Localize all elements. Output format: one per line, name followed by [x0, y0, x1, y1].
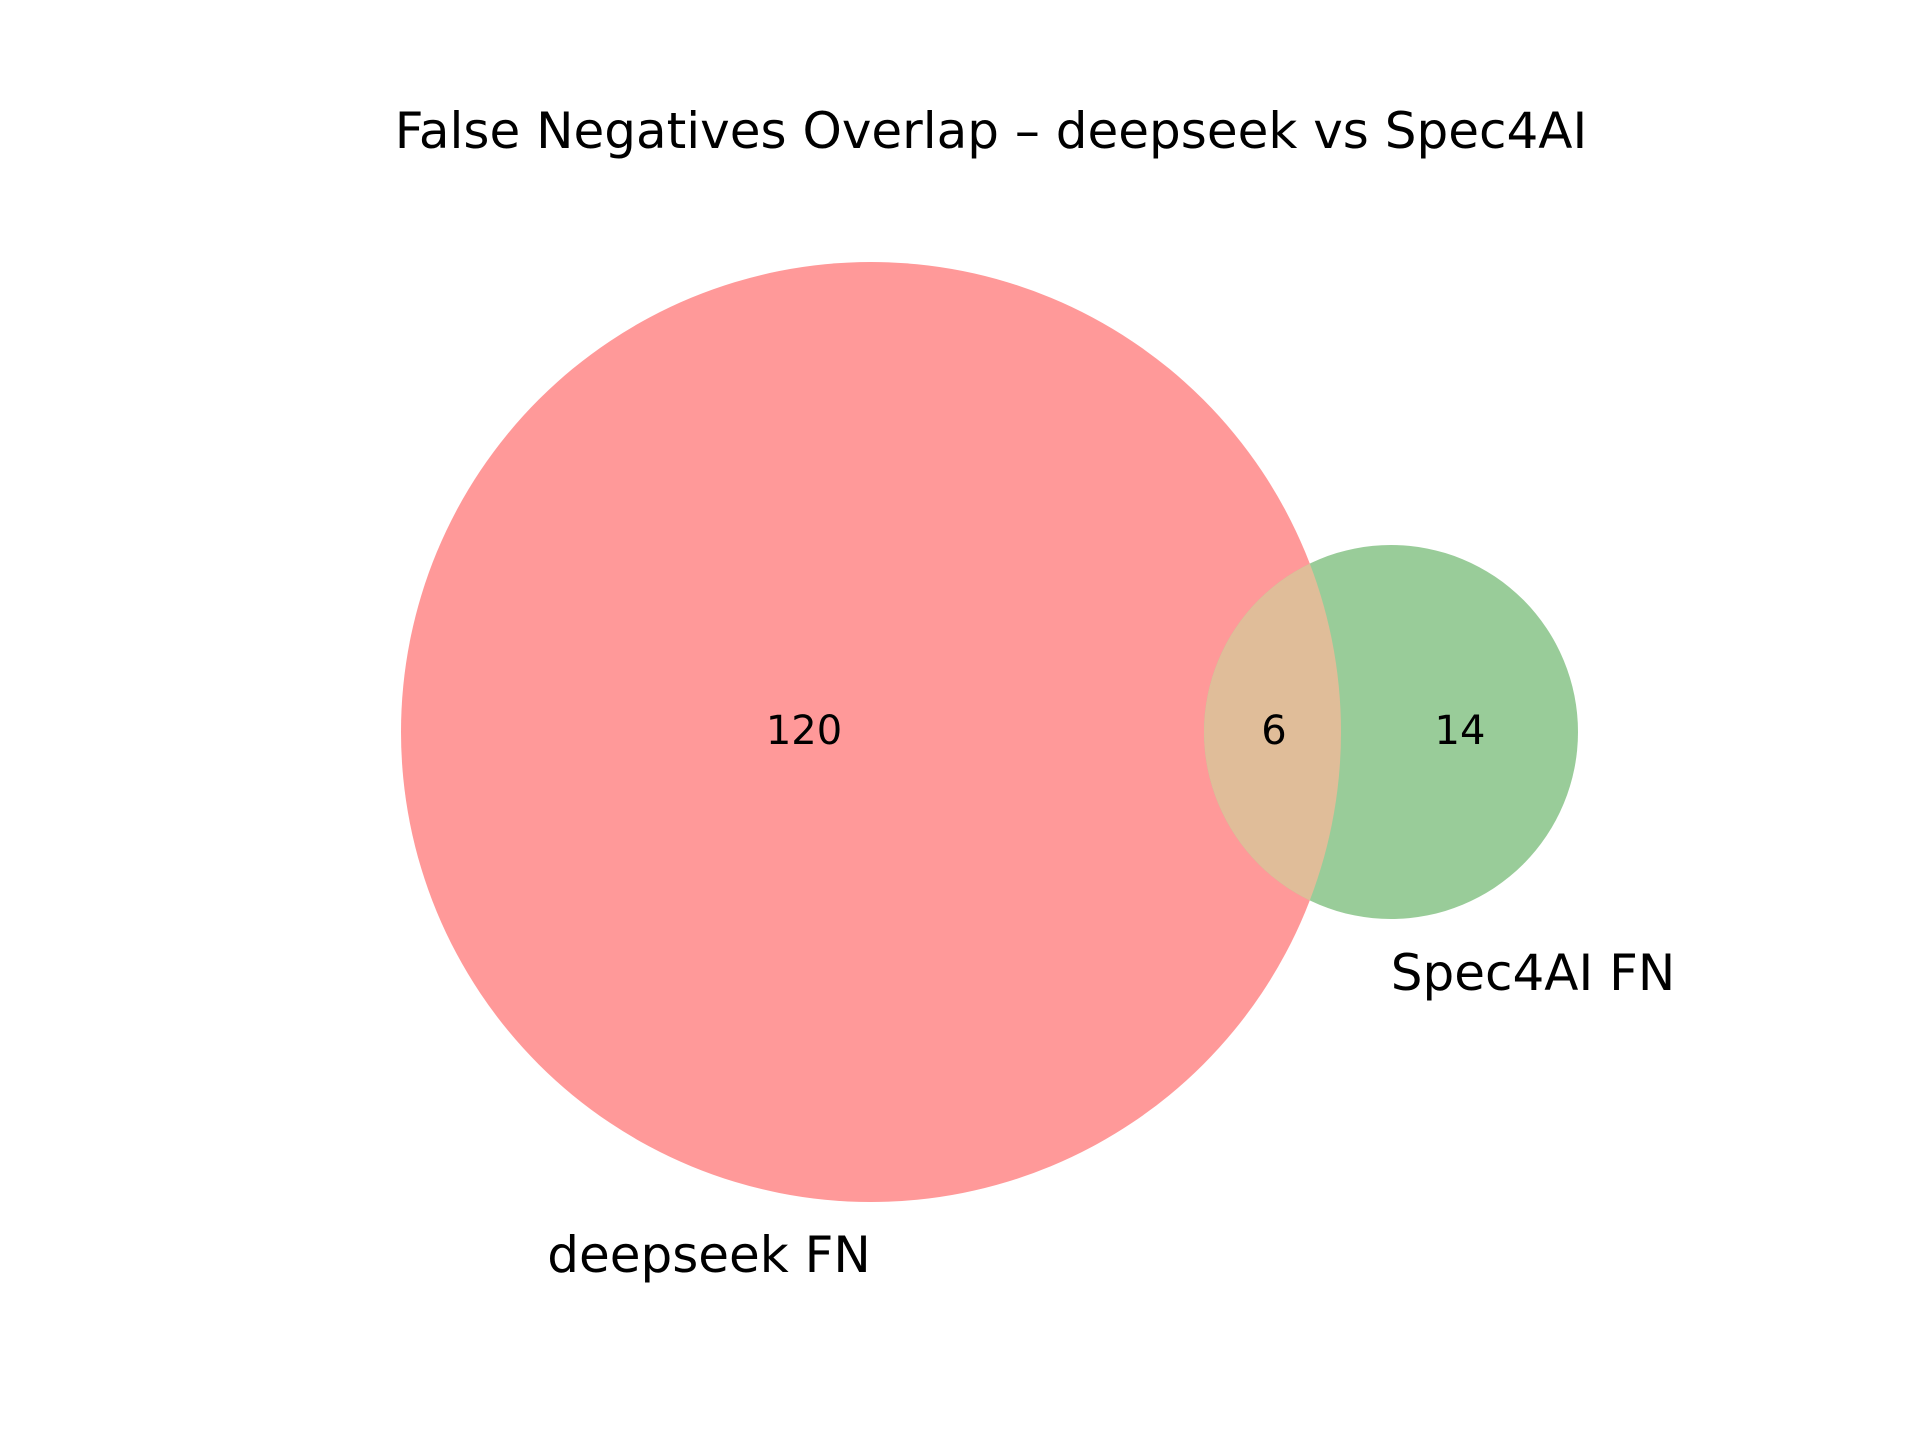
- set-label-deepseek: deepseek FN: [547, 1226, 871, 1284]
- set-circle-deepseek: [401, 262, 1341, 1202]
- region-label-spec4ai-only: 14: [1435, 708, 1486, 754]
- chart-title: False Negatives Overlap – deepseek vs Sp…: [395, 102, 1588, 160]
- region-label-deepseek-only: 120: [766, 708, 842, 754]
- region-label-intersection: 6: [1261, 708, 1286, 754]
- set-label-spec4ai: Spec4AI FN: [1391, 944, 1676, 1002]
- intersection-region: [1204, 545, 1341, 919]
